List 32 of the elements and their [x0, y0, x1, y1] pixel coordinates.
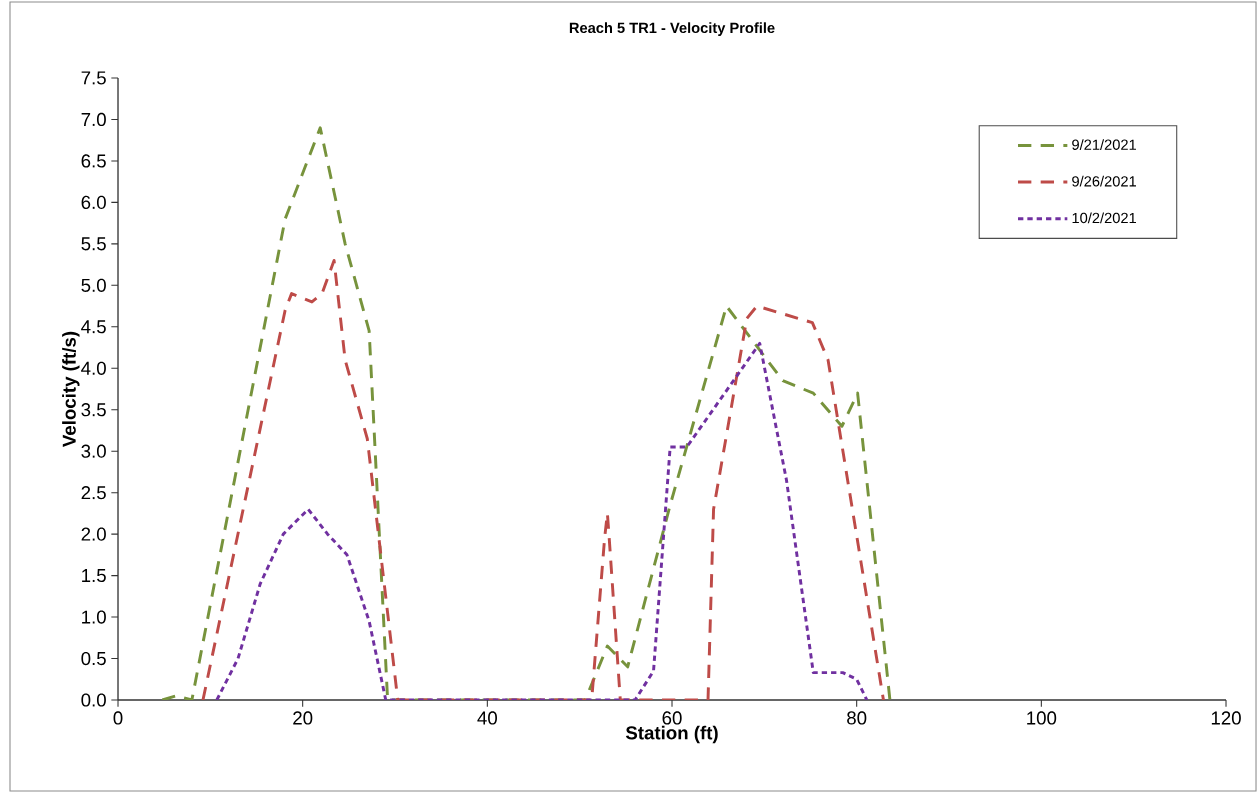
- chart-title: Reach 5 TR1 - Velocity Profile: [569, 22, 775, 36]
- y-tick-label: 0.5: [81, 651, 106, 666]
- x-tick-label: 20: [293, 711, 313, 725]
- y-tick-label: 3.0: [81, 444, 106, 458]
- legend-label: 9/21/2021: [1072, 139, 1136, 150]
- line-series: [201, 258, 885, 700]
- y-axis-title: Velocity (ft/s): [62, 331, 80, 447]
- y-tick-label: 2.5: [81, 486, 106, 500]
- y-tick-label: 3.5: [81, 403, 106, 417]
- x-axis-title: Station (ft): [625, 725, 718, 744]
- y-tick-label: 1.5: [82, 569, 106, 583]
- line-series: [215, 341, 869, 700]
- y-tick-label: 1.0: [82, 610, 106, 624]
- legend-label: 9/26/2021: [1072, 175, 1136, 187]
- x-tick-label: 40: [477, 711, 497, 725]
- x-tick-label: 0: [113, 711, 123, 725]
- x-tick-label: 80: [847, 711, 867, 725]
- legend-label: 10/2/2021: [1072, 212, 1136, 224]
- y-tick-label: 6.5: [81, 154, 106, 168]
- x-tick-label: 100: [1027, 711, 1057, 725]
- x-tick-label: 120: [1211, 711, 1241, 725]
- x-tick-label: 60: [662, 711, 682, 725]
- y-tick-label: 5.5: [81, 237, 106, 251]
- y-tick-label: 2.0: [81, 527, 106, 541]
- y-tick-label: 4.0: [81, 361, 106, 375]
- y-tick-label: 0.0: [81, 693, 106, 707]
- y-tick-label: 6.0: [81, 195, 106, 210]
- y-tick-label: 7.0: [81, 112, 106, 127]
- y-tick-label: 5.0: [81, 278, 106, 292]
- line-series: [160, 126, 892, 700]
- y-tick-label: 4.5: [81, 320, 106, 334]
- y-tick-label: 7.5: [81, 71, 106, 85]
